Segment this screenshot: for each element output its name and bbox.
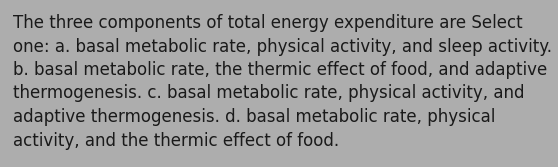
- Text: The three components of total energy expenditure are Select: The three components of total energy exp…: [13, 14, 523, 32]
- Text: b. basal metabolic rate, the thermic effect of food, and adaptive: b. basal metabolic rate, the thermic eff…: [13, 61, 547, 79]
- Text: adaptive thermogenesis. d. basal metabolic rate, physical: adaptive thermogenesis. d. basal metabol…: [13, 108, 496, 126]
- Text: activity, and the thermic effect of food.: activity, and the thermic effect of food…: [13, 131, 339, 149]
- Text: thermogenesis. c. basal metabolic rate, physical activity, and: thermogenesis. c. basal metabolic rate, …: [13, 85, 525, 103]
- Text: one: a. basal metabolic rate, physical activity, and sleep activity.: one: a. basal metabolic rate, physical a…: [13, 38, 552, 55]
